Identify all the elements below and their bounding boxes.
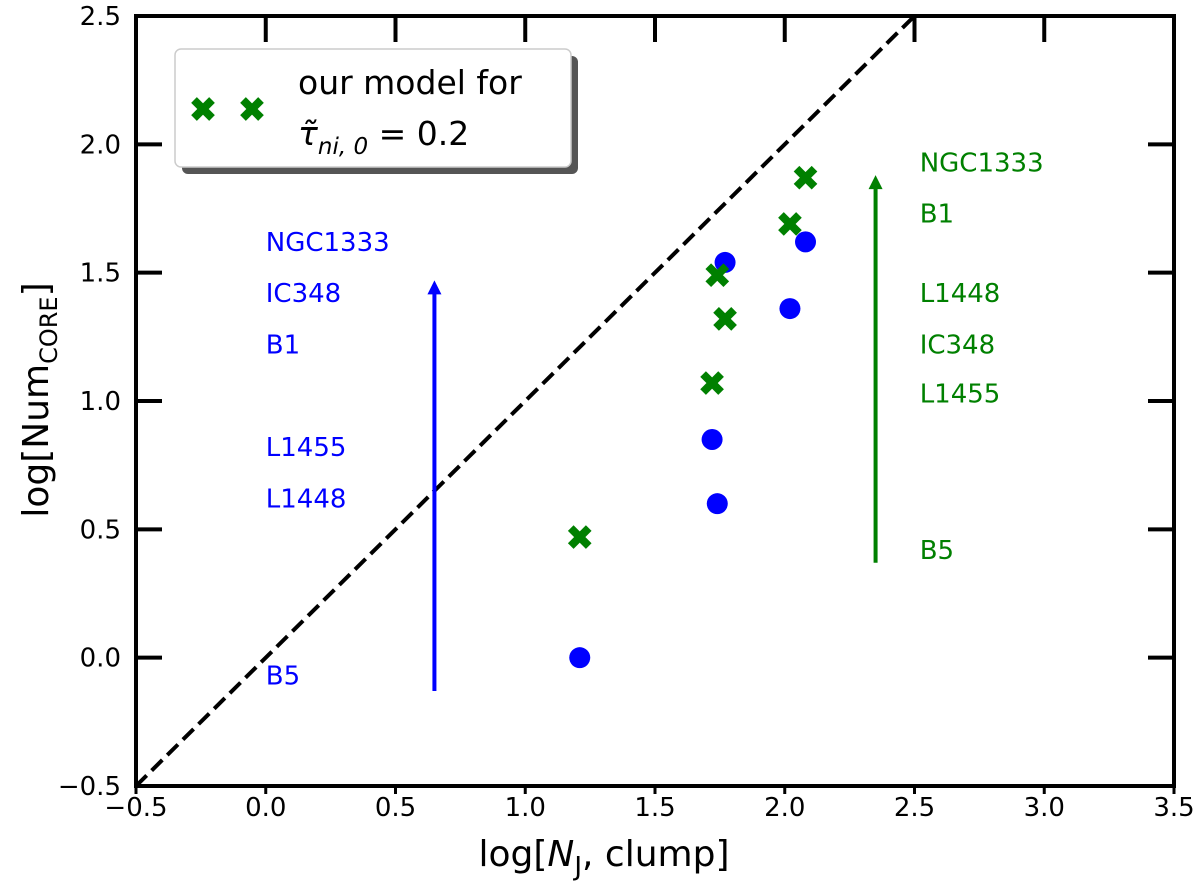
legend-line1: our model for bbox=[298, 63, 522, 102]
point-model-0 bbox=[567, 525, 592, 549]
legend-marker-x-1 bbox=[191, 97, 215, 121]
data-points-group bbox=[567, 165, 818, 669]
point-model-3 bbox=[713, 307, 737, 331]
annotation-blue-b5: B5 bbox=[266, 662, 300, 692]
x-tick-label-4: 1.5 bbox=[634, 793, 675, 823]
x-tick-label-0: −0.5 bbox=[104, 793, 167, 823]
point-model-5 bbox=[793, 165, 818, 190]
x-axis-label-post: , clump] bbox=[582, 834, 729, 875]
y-tick-label-4: 1.5 bbox=[80, 259, 121, 289]
annotation-green-b5: B5 bbox=[920, 536, 954, 566]
x-tick-label-3: 1.0 bbox=[505, 793, 546, 823]
arrows-group bbox=[427, 175, 883, 692]
x-tick-label-5: 2.0 bbox=[764, 793, 805, 823]
point-observed-2 bbox=[706, 493, 728, 515]
legend-markers bbox=[191, 97, 264, 121]
point-model-5-stroke-b bbox=[793, 165, 818, 190]
point-model-2 bbox=[705, 263, 730, 288]
annotation-blue-b1: B1 bbox=[266, 331, 300, 361]
x-tick-label-1: 0.0 bbox=[245, 793, 286, 823]
x-tick-label-7: 3.0 bbox=[1024, 793, 1065, 823]
y-axis-label-post: ] bbox=[16, 282, 57, 296]
y-axis-label-pre: log[Num bbox=[16, 364, 57, 518]
annotation-green-ic348: IC348 bbox=[920, 331, 995, 361]
point-observed-5 bbox=[795, 231, 817, 253]
annotation-blue-ngc1333: NGC1333 bbox=[266, 228, 390, 258]
y-axis-label-sub: CORE bbox=[35, 296, 63, 364]
ticks-group: −0.5 0.0 0.5 1.0 1.5 2.0 2.5 3.0 3.5 −0.5 0.0 0.5 1.… bbox=[58, 2, 1195, 823]
point-observed-0 bbox=[569, 647, 591, 669]
y-tick-label-2: 0.5 bbox=[80, 515, 121, 545]
point-model-1 bbox=[700, 371, 724, 395]
annotation-green-b1: B1 bbox=[920, 200, 954, 230]
annotation-green-l1448: L1448 bbox=[920, 279, 1001, 309]
y-tick-label-5: 2.0 bbox=[80, 130, 121, 160]
x-tick-label-8: 3.5 bbox=[1153, 793, 1194, 823]
legend-line2: τ̃ni, 0 = 0.2 bbox=[298, 114, 469, 160]
annotation-blue-ic348: IC348 bbox=[266, 279, 341, 309]
legend-tau-value: = 0.2 bbox=[368, 114, 469, 153]
annotation-blue-l1448: L1448 bbox=[266, 485, 347, 515]
legend-marker-x-2 bbox=[240, 97, 264, 121]
point-model-3-stroke-b bbox=[713, 307, 737, 331]
point-model-1-stroke-b bbox=[700, 371, 724, 395]
point-model-0-stroke-b bbox=[567, 525, 592, 549]
legend-marker-x-1-stroke-b bbox=[191, 97, 215, 121]
legend-tau-subscript: ni, 0 bbox=[318, 134, 368, 160]
annotation-blue-l1455: L1455 bbox=[266, 433, 347, 463]
annotation-green-ngc1333: NGC1333 bbox=[920, 148, 1044, 178]
point-model-4-stroke-b bbox=[778, 212, 802, 236]
y-axis-label: log[NumCORE] bbox=[16, 282, 63, 517]
x-axis-label-sub: J bbox=[572, 852, 582, 882]
y-tick-label-1: 0.0 bbox=[80, 644, 121, 674]
legend-marker-x-2-stroke-b bbox=[240, 97, 264, 121]
point-model-4 bbox=[778, 212, 802, 236]
legend-box bbox=[174, 48, 572, 168]
legend-tau-symbol: τ̃ bbox=[298, 114, 319, 153]
reference-line-group bbox=[134, 14, 916, 788]
x-axis-label: log[NJ, clump] bbox=[478, 834, 729, 882]
point-model-2-stroke-b bbox=[705, 263, 730, 288]
annotations-group: NGC1333 IC348 B1 L1455 L1448 B5 NGC1333 B1 L1448… bbox=[266, 148, 1044, 691]
x-axis-label-pre: log[ bbox=[478, 834, 547, 875]
arrow-0-head bbox=[427, 280, 442, 295]
x-tick-label-2: 0.5 bbox=[375, 793, 416, 823]
point-observed-4 bbox=[779, 298, 801, 320]
legend: our model for τ̃ni, 0 = 0.2 bbox=[174, 48, 578, 174]
y-tick-label-3: 1.0 bbox=[80, 387, 121, 417]
x-tick-label-6: 2.5 bbox=[894, 793, 935, 823]
point-observed-1 bbox=[701, 429, 723, 450]
y-tick-label-6: 2.5 bbox=[80, 2, 121, 32]
reference-line bbox=[134, 14, 916, 788]
arrow-1-head bbox=[868, 175, 883, 190]
annotation-green-l1455: L1455 bbox=[920, 379, 1001, 409]
x-axis-label-var: N bbox=[547, 834, 574, 875]
y-tick-label-0: −0.5 bbox=[58, 772, 121, 802]
